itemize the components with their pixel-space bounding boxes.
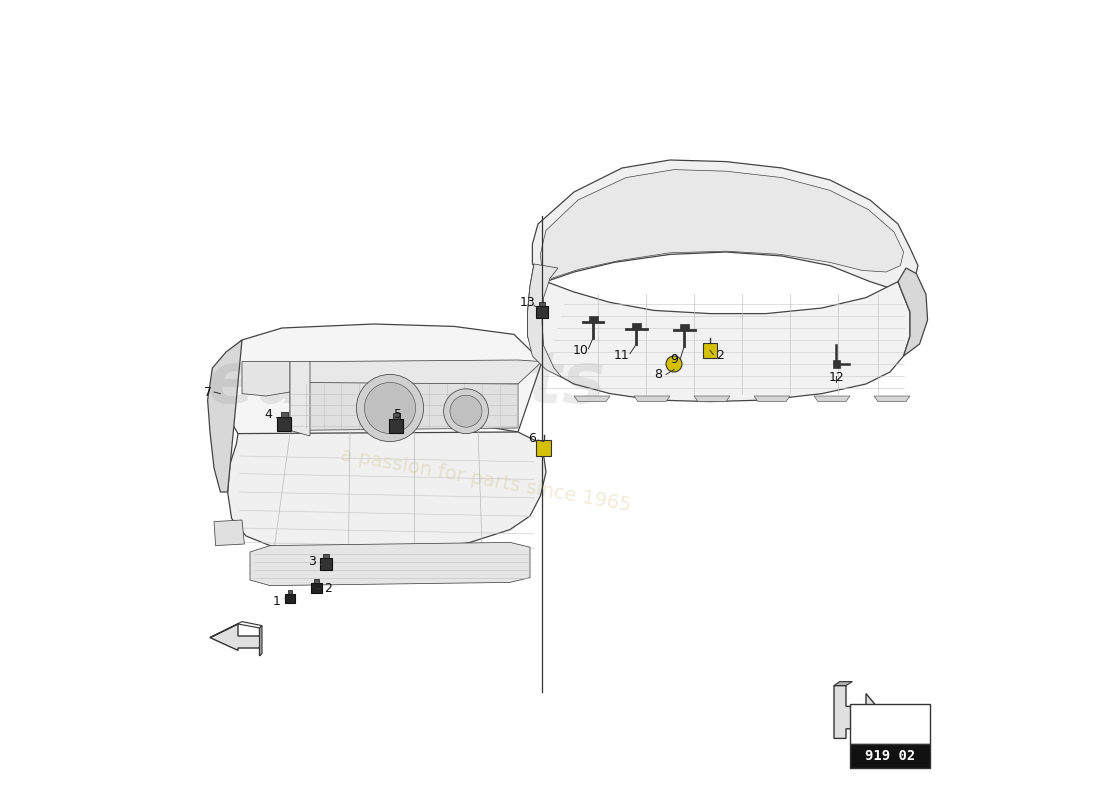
Polygon shape bbox=[834, 686, 886, 742]
Bar bbox=[833, 360, 840, 368]
Text: europarts: europarts bbox=[207, 350, 606, 418]
Text: 1: 1 bbox=[273, 595, 280, 608]
Bar bbox=[588, 317, 597, 322]
Text: 7: 7 bbox=[204, 386, 211, 398]
Text: 3: 3 bbox=[308, 555, 316, 568]
Text: 13: 13 bbox=[519, 296, 536, 309]
Polygon shape bbox=[260, 626, 262, 656]
Text: 9: 9 bbox=[670, 354, 678, 366]
Polygon shape bbox=[634, 396, 670, 402]
Bar bbox=[282, 412, 287, 417]
Circle shape bbox=[443, 389, 488, 434]
Polygon shape bbox=[814, 396, 850, 402]
Polygon shape bbox=[694, 396, 730, 402]
Text: 10: 10 bbox=[572, 344, 588, 357]
Circle shape bbox=[356, 374, 424, 442]
Bar bbox=[536, 440, 551, 456]
Polygon shape bbox=[228, 432, 546, 554]
Polygon shape bbox=[290, 360, 542, 386]
Polygon shape bbox=[290, 382, 518, 430]
Bar bbox=[537, 306, 548, 318]
Text: 2: 2 bbox=[716, 350, 724, 362]
Bar bbox=[320, 558, 332, 570]
Text: 8: 8 bbox=[654, 368, 662, 381]
Polygon shape bbox=[532, 160, 918, 292]
Bar bbox=[311, 582, 321, 594]
Bar bbox=[703, 343, 717, 358]
Circle shape bbox=[666, 356, 682, 372]
Bar bbox=[323, 554, 329, 558]
Text: 12: 12 bbox=[828, 371, 845, 384]
Bar bbox=[389, 418, 404, 433]
Polygon shape bbox=[528, 264, 562, 378]
Text: a passion for parts since 1965: a passion for parts since 1965 bbox=[339, 445, 632, 515]
Bar bbox=[277, 417, 292, 431]
Circle shape bbox=[450, 395, 482, 427]
Polygon shape bbox=[290, 362, 310, 436]
Text: 2: 2 bbox=[323, 582, 331, 594]
Polygon shape bbox=[226, 324, 542, 448]
Polygon shape bbox=[242, 362, 290, 396]
Bar bbox=[680, 325, 689, 330]
Polygon shape bbox=[528, 264, 910, 402]
Bar bbox=[850, 704, 930, 744]
Bar bbox=[393, 414, 399, 418]
Text: 919 02: 919 02 bbox=[865, 749, 915, 763]
Bar bbox=[285, 594, 295, 603]
Polygon shape bbox=[214, 520, 244, 546]
Polygon shape bbox=[574, 396, 611, 402]
Polygon shape bbox=[208, 340, 242, 492]
Bar bbox=[288, 590, 293, 594]
Bar bbox=[539, 302, 544, 306]
Polygon shape bbox=[210, 624, 260, 656]
Polygon shape bbox=[874, 396, 910, 402]
Polygon shape bbox=[250, 542, 530, 586]
Text: 6: 6 bbox=[528, 432, 537, 445]
Bar bbox=[314, 579, 319, 582]
Text: 4: 4 bbox=[264, 408, 273, 421]
Polygon shape bbox=[834, 682, 852, 686]
Text: 11: 11 bbox=[614, 349, 630, 362]
Polygon shape bbox=[898, 268, 927, 356]
Polygon shape bbox=[210, 622, 262, 638]
Bar bbox=[850, 744, 930, 768]
Circle shape bbox=[364, 382, 416, 434]
Bar bbox=[631, 323, 641, 329]
Polygon shape bbox=[754, 396, 790, 402]
Text: 5: 5 bbox=[394, 408, 402, 421]
Polygon shape bbox=[540, 170, 903, 278]
